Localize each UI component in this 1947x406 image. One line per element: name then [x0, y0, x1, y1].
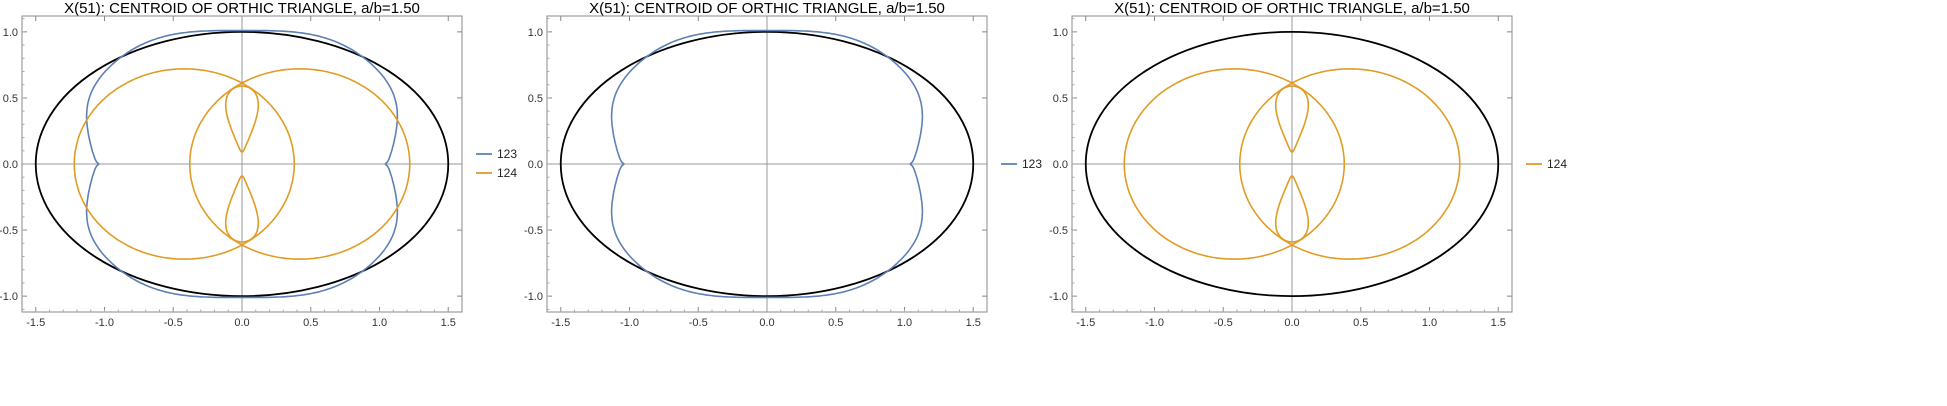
- y-tick-label: 1.0: [3, 27, 18, 39]
- chart-svg: -1.5 -1.0 -0.5 0.0 0.5 1.0 1.5 -1.0 -0.5 0.0 0.5 1.…: [524, 15, 1042, 329]
- x-tick-label: -1.5: [551, 317, 570, 329]
- ellipse-curve: [1084, 30, 1500, 298]
- x-tick-label: 1.0: [372, 317, 387, 329]
- ellipse-curve: [34, 30, 450, 298]
- y-tick-label: 0.0: [3, 159, 18, 171]
- y-tick-label: 0.0: [1053, 159, 1068, 171]
- y-tick-label: -1.0: [0, 291, 18, 303]
- series-124-right-lobe: [1239, 68, 1461, 260]
- x-tick-label: 0.5: [1353, 317, 1368, 329]
- series-123-curve: [85, 29, 399, 299]
- series-124-upper-loop: [1274, 85, 1310, 153]
- x-tick-label: 0.5: [303, 317, 318, 329]
- x-tick-label: 1.0: [897, 317, 912, 329]
- x-tick-label: -1.0: [620, 317, 639, 329]
- y-tick-label: 0.0: [528, 159, 543, 171]
- y-tick-label: 0.5: [1053, 93, 1068, 105]
- legend-label: 124: [497, 166, 517, 180]
- y-tick-label: 1.0: [1053, 27, 1068, 39]
- legend-label: 124: [1547, 157, 1567, 171]
- chart-title: X(51): CENTROID OF ORTHIC TRIANGLE, a/b=…: [1114, 0, 1470, 17]
- series-124-upper-loop: [224, 85, 260, 153]
- series-124-right-lobe: [189, 68, 411, 260]
- legend-label: 123: [1022, 157, 1042, 171]
- x-tick-label: -0.5: [1214, 317, 1233, 329]
- x-tick-label: 0.0: [1284, 317, 1299, 329]
- x-tick-label: -1.5: [1076, 317, 1095, 329]
- legend-label: 123: [497, 147, 517, 161]
- x-tick-label: 1.5: [966, 317, 981, 329]
- ellipse-curve: [559, 30, 975, 298]
- series-123-curve: [610, 29, 924, 299]
- x-tick-label: -0.5: [164, 317, 183, 329]
- x-tick-label: -1.5: [26, 317, 45, 329]
- x-tick-label: -0.5: [689, 317, 708, 329]
- x-tick-label: 0.0: [234, 317, 249, 329]
- x-tick-label: 0.5: [828, 317, 843, 329]
- y-tick-label: -0.5: [524, 225, 543, 237]
- chart-svg: -1.5 -1.0 -0.5 0.0 0.5 1.0 1.5 -1.0 -0.5 0.0 0.5 1.…: [0, 15, 517, 329]
- series-124-left-lobe: [73, 68, 296, 260]
- series-124-lower-loop: [224, 175, 260, 243]
- y-tick-label: -0.5: [1049, 225, 1068, 237]
- series-124-left-lobe: [1123, 68, 1346, 260]
- y-tick-label: -1.0: [524, 291, 543, 303]
- y-tick-label: 0.5: [528, 93, 543, 105]
- series-124-lower-loop: [1274, 175, 1310, 243]
- chart-title: X(51): CENTROID OF ORTHIC TRIANGLE, a/b=…: [589, 0, 945, 17]
- x-tick-label: 1.0: [1422, 317, 1437, 329]
- chart-svg: -1.5 -1.0 -0.5 0.0 0.5 1.0 1.5 -1.0 -0.5 0.0 0.5 1.…: [1049, 15, 1567, 329]
- y-tick-label: -0.5: [0, 225, 18, 237]
- x-tick-label: 0.0: [759, 317, 774, 329]
- y-tick-label: 0.5: [3, 93, 18, 105]
- x-tick-label: -1.0: [1145, 317, 1164, 329]
- x-tick-label: -1.0: [95, 317, 114, 329]
- y-tick-label: 1.0: [528, 27, 543, 39]
- y-tick-label: -1.0: [1049, 291, 1068, 303]
- chart-title: X(51): CENTROID OF ORTHIC TRIANGLE, a/b=…: [64, 0, 420, 17]
- x-tick-label: 1.5: [1491, 317, 1506, 329]
- x-tick-label: 1.5: [441, 317, 456, 329]
